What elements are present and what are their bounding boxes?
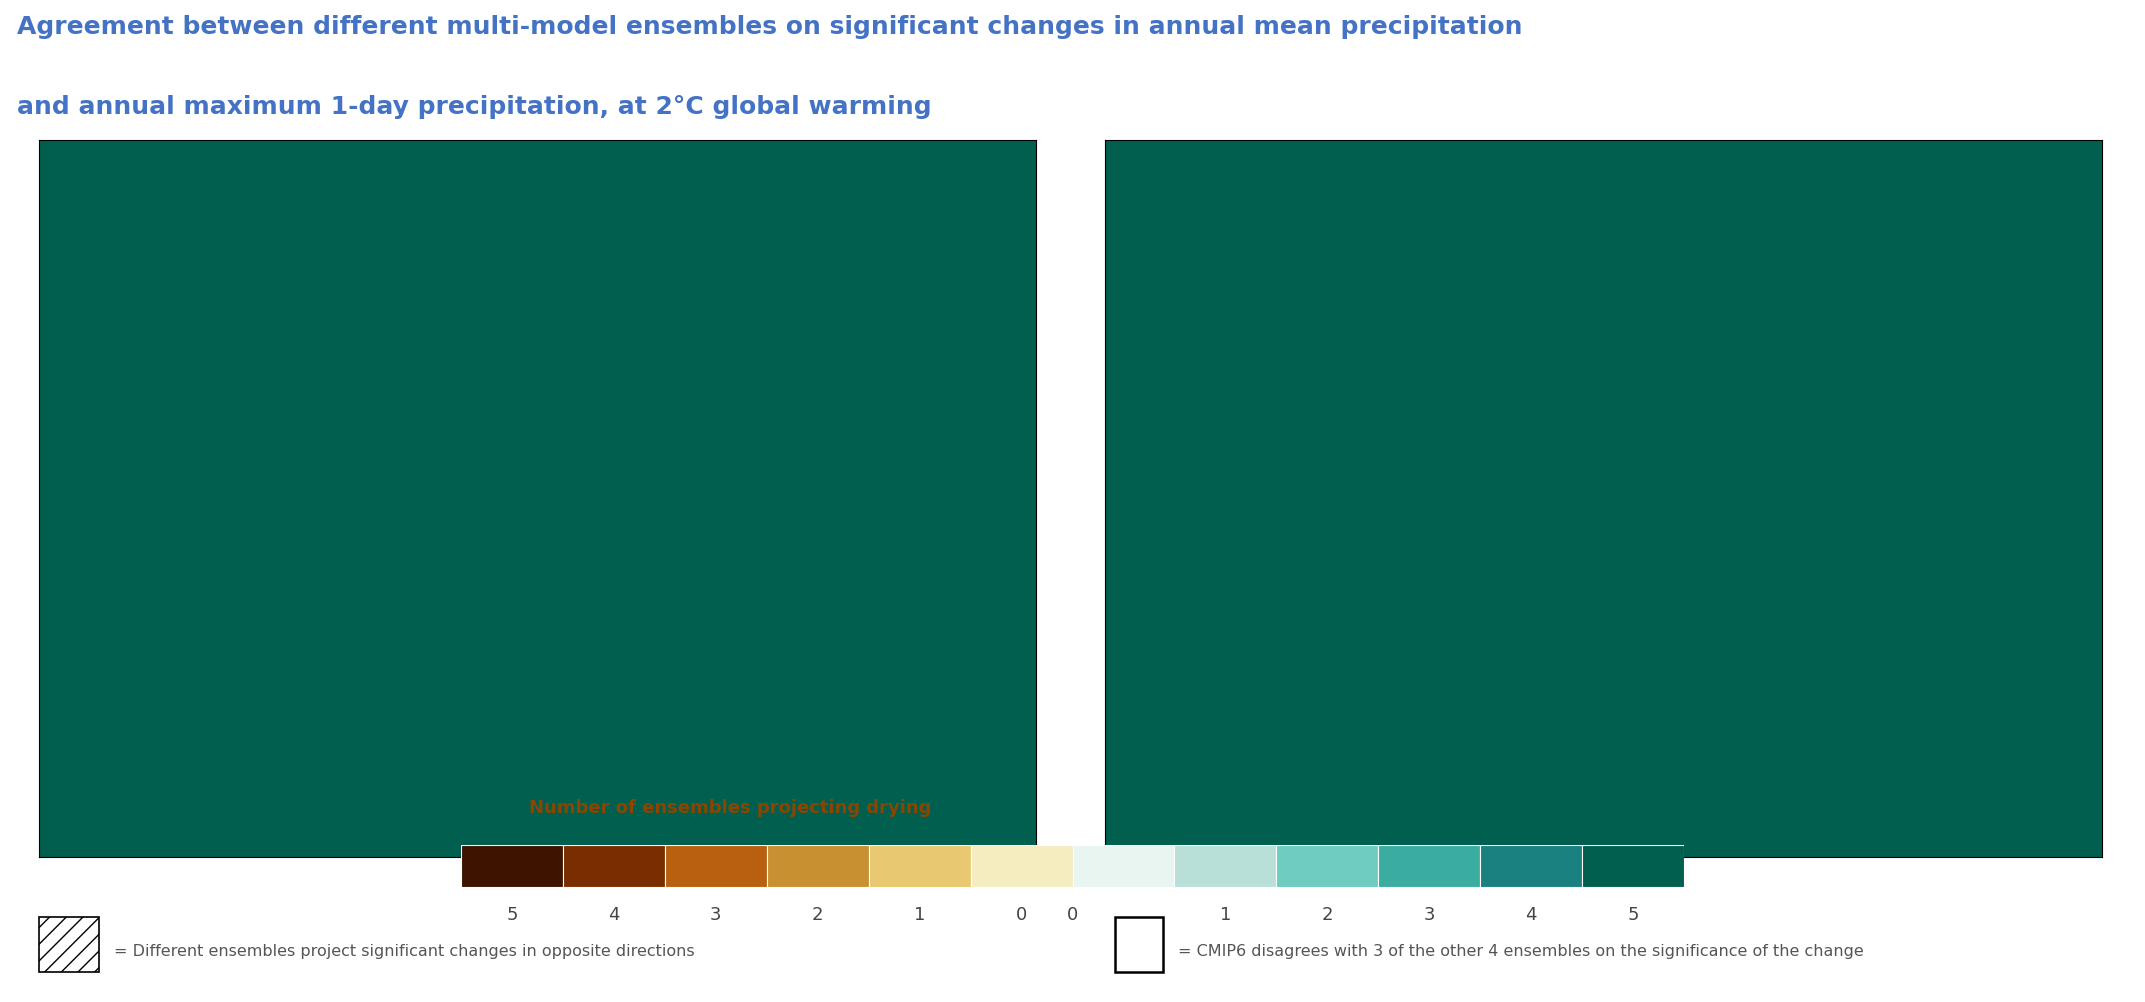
Bar <box>461 845 562 887</box>
Text: Number of ensembles projecting wetting: Number of ensembles projecting wetting <box>1135 799 1549 817</box>
Bar <box>768 845 869 887</box>
Text: 3: 3 <box>710 906 721 924</box>
Bar <box>869 845 970 887</box>
FancyBboxPatch shape <box>1115 917 1163 972</box>
Bar <box>1480 845 1583 887</box>
Text: Agreement between different multi-model ensembles on significant changes in annu: Agreement between different multi-model … <box>17 15 1523 39</box>
Text: Number of ensembles projecting drying: Number of ensembles projecting drying <box>530 799 931 817</box>
Text: 4: 4 <box>609 906 620 924</box>
Text: 0: 0 <box>1017 906 1027 924</box>
Text: 5: 5 <box>1628 906 1639 924</box>
Bar <box>1276 845 1377 887</box>
Text: = CMIP6 disagrees with 3 of the other 4 ensembles on the significance of the cha: = CMIP6 disagrees with 3 of the other 4 … <box>1178 945 1864 959</box>
FancyBboxPatch shape <box>39 917 99 972</box>
Bar <box>1377 845 1480 887</box>
Text: 1: 1 <box>1221 906 1231 924</box>
Bar <box>665 845 768 887</box>
Text: = Different ensembles project significant changes in opposite directions: = Different ensembles project significan… <box>114 945 695 959</box>
Text: 3: 3 <box>1424 906 1435 924</box>
Text: 4: 4 <box>1525 906 1536 924</box>
Text: and annual maximum 1-day precipitation, at 2°C global warming: and annual maximum 1-day precipitation, … <box>17 95 931 119</box>
Text: 2: 2 <box>813 906 824 924</box>
Bar <box>970 845 1072 887</box>
Text: 2: 2 <box>1321 906 1332 924</box>
Bar <box>1072 845 1175 887</box>
Bar <box>562 845 665 887</box>
Text: 0: 0 <box>1066 906 1079 924</box>
Bar <box>1173 845 1276 887</box>
Text: 1: 1 <box>914 906 924 924</box>
Bar <box>1581 845 1684 887</box>
Text: 5: 5 <box>506 906 517 924</box>
